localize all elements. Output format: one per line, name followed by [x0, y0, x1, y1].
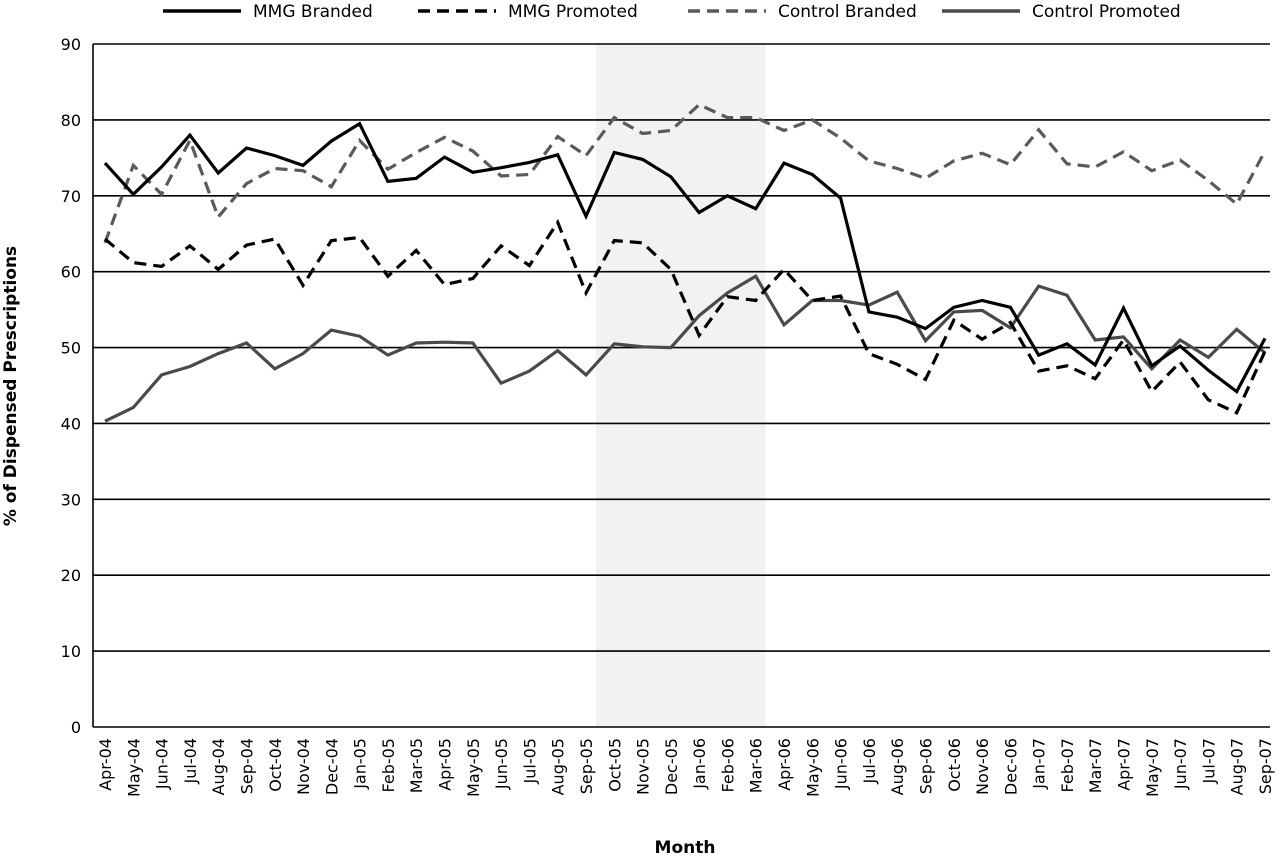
x-tick-label: Jun-04 [153, 738, 172, 790]
x-tick-label: Jun-05 [492, 738, 511, 790]
x-tick-label: Aug-07 [1228, 738, 1247, 795]
legend-label: Control Branded [778, 2, 917, 22]
series-line-control-branded [103, 102, 1267, 244]
series-lines [103, 102, 1267, 423]
y-tick-labels: 0 10 20 30 40 50 60 70 80 90 [61, 35, 81, 737]
x-tick-label: May-05 [464, 738, 483, 797]
x-tick-label: Oct-05 [605, 738, 624, 792]
x-tick-label: Sep-07 [1256, 738, 1275, 794]
y-tick-label: 80 [61, 111, 81, 130]
x-tick-label: Aug-06 [888, 738, 907, 795]
legend-label: MMG Branded [253, 2, 373, 22]
legend: MMG Branded MMG Promoted Control Branded Co… [163, 2, 1181, 22]
y-tick-label: 40 [61, 414, 81, 433]
x-tick-label: Dec-05 [662, 738, 681, 795]
x-tick-label: Jul-07 [1199, 738, 1218, 784]
x-axis-title: Month [655, 838, 716, 858]
x-tick-label: Jul-04 [181, 738, 200, 784]
x-tick-label: Jan-05 [351, 738, 370, 790]
y-tick-label: 70 [61, 187, 81, 206]
x-tick-label: Apr-05 [436, 738, 455, 791]
x-tick-label: Jul-05 [520, 738, 539, 784]
x-tick-label: Jul-06 [860, 738, 879, 784]
x-tick-label: Jun-07 [1171, 738, 1190, 790]
series-line-control-promoted [104, 274, 1267, 423]
x-tick-label: Dec-04 [322, 738, 341, 795]
y-axis-title: % of Dispensed Prescriptions [1, 246, 21, 526]
x-tick-label: Jan-06 [690, 738, 709, 790]
x-tick-label: Mar-05 [407, 738, 426, 793]
x-tick-label: Nov-04 [294, 738, 313, 795]
x-tick-label: Feb-07 [1058, 738, 1077, 792]
x-tick-label: Feb-05 [379, 738, 398, 792]
legend-label: MMG Promoted [508, 2, 638, 22]
x-tick-label: Aug-04 [209, 738, 228, 795]
x-tick-label: Feb-06 [718, 738, 737, 792]
x-tick-label: Mar-06 [747, 738, 766, 793]
x-tick-label: Apr-06 [775, 738, 794, 791]
gridlines [93, 43, 1270, 652]
y-tick-label: 90 [61, 35, 81, 54]
x-tick-label: Apr-04 [96, 738, 115, 791]
x-tick-label: May-07 [1143, 738, 1162, 797]
y-tick-label: 0 [71, 718, 81, 737]
legend-label: Control Promoted [1032, 2, 1181, 22]
y-tick-label: 20 [61, 566, 81, 585]
x-tick-label: Sep-06 [916, 738, 935, 794]
series-line-mmg-promoted [103, 218, 1267, 415]
y-tick-label: 50 [61, 339, 81, 358]
x-tick-label: May-04 [124, 738, 143, 797]
x-tick-label: Apr-07 [1115, 738, 1134, 791]
shaded-period-band [595, 44, 766, 727]
y-tick-label: 30 [61, 490, 81, 509]
x-tick-label: Dec-06 [1001, 738, 1020, 795]
x-tick-label: Nov-05 [634, 738, 653, 795]
x-tick-label: Nov-06 [973, 738, 992, 795]
y-tick-label: 60 [61, 263, 81, 282]
x-tick-label: Aug-05 [549, 738, 568, 795]
x-tick-label: Mar-07 [1086, 738, 1105, 793]
shaded-period [595, 44, 766, 727]
x-tick-label: May-06 [803, 738, 822, 797]
x-tick-label: Jun-06 [832, 738, 851, 790]
x-tick-label: Oct-06 [945, 738, 964, 792]
x-tick-label: Jan-07 [1030, 738, 1049, 790]
x-tick-label: Sep-04 [237, 738, 256, 794]
x-tick-label: Sep-05 [577, 738, 596, 794]
axes [92, 44, 1270, 728]
x-tick-label: Oct-04 [266, 738, 285, 792]
series-line-mmg-branded [103, 121, 1267, 395]
x-tick-labels: Apr-04 May-04 Jun-04 Jul-04 Aug-04 Sep-04 Oct-… [96, 738, 1275, 797]
y-tick-label: 10 [61, 642, 81, 661]
